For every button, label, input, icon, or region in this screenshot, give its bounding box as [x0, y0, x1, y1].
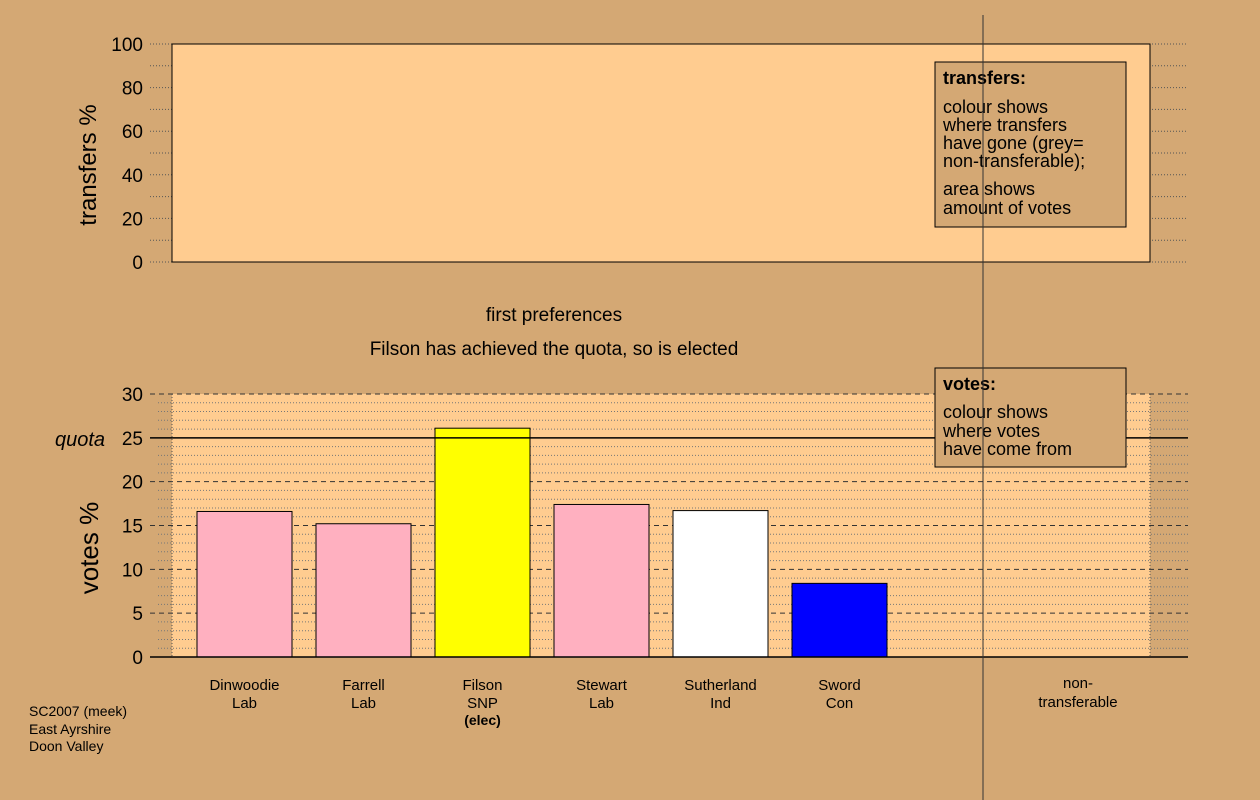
chart-title: first preferences [486, 305, 622, 326]
votes-legend-box [934, 367, 1127, 468]
votes-y-tick-label: 5 [132, 604, 143, 625]
votes-y-tick-label: 10 [122, 560, 143, 581]
votes-y-tick-label: 0 [132, 648, 143, 669]
transfers-legend-line: have gone (grey= [943, 133, 1084, 153]
candidate-name-label: Farrell [342, 677, 385, 694]
transfers-legend: transfers: colour shows where transfers … [934, 61, 1127, 228]
votes-y-tick-label: 25 [122, 429, 143, 450]
candidate-party-label: Lab [351, 695, 376, 712]
votes-legend-title: votes: [943, 374, 996, 394]
candidate-name-label: Sutherland [684, 677, 757, 694]
transfers-y-axis-label: transfers % [75, 104, 102, 225]
votes-y-axis-label: votes % [74, 502, 104, 595]
bar-stewart [553, 503, 650, 658]
transfers-y-tick-label: 40 [122, 166, 143, 187]
footer-line: Doon Valley [29, 738, 103, 754]
candidate-labels: DinwoodieLabFarrellLabFilsonSNP(elec)Ste… [209, 677, 860, 728]
candidate-party-label: Lab [589, 695, 614, 712]
candidate-party-label: Con [826, 695, 854, 712]
bar-farrell [315, 523, 412, 658]
votes-legend-line: where votes [942, 421, 1040, 441]
transfers-legend-line: colour shows [943, 97, 1048, 117]
candidate-name-label: Filson [462, 677, 502, 694]
chart-subtitle: Filson has achieved the quota, so is ele… [370, 339, 739, 360]
transfers-legend-line: amount of votes [943, 198, 1071, 218]
bar-dinwoodie [196, 510, 293, 658]
footer-line: East Ayrshire [29, 721, 111, 737]
votes-bars [150, 427, 1188, 658]
candidate-name-label: Stewart [576, 677, 628, 694]
candidate-party-label: Ind [710, 695, 731, 712]
bar-sutherland [672, 510, 769, 658]
transfers-y-tick-label: 60 [122, 122, 143, 143]
transfers-y-ticks: 0 20 40 60 80 100 [111, 35, 143, 274]
transfers-legend-box [934, 61, 1127, 228]
transfers-legend-title: transfers: [943, 68, 1026, 88]
transfers-y-tick-label: 100 [111, 35, 143, 56]
candidate-name-label: Sword [818, 677, 861, 694]
candidate-status-label: (elec) [464, 712, 501, 728]
nontransferable-label-line1: non- [1063, 675, 1093, 692]
bar-sword [791, 582, 888, 658]
bar-filson [434, 427, 531, 658]
transfers-y-tick-label: 0 [132, 253, 143, 274]
votes-y-tick-label: 30 [122, 385, 143, 406]
votes-legend-line: have come from [943, 439, 1072, 459]
candidate-party-label: Lab [232, 695, 257, 712]
votes-y-ticks: 0 5 10 15 20 25 30 [122, 385, 143, 669]
candidate-name-label: Dinwoodie [209, 677, 279, 694]
footer-line: SC2007 (meek) [29, 703, 127, 719]
votes-y-tick-label: 20 [122, 473, 143, 494]
quota-label: quota [55, 429, 105, 451]
nontransferable-label-line2: transferable [1038, 694, 1117, 711]
transfers-legend-line: area shows [943, 179, 1035, 199]
votes-y-tick-label: 15 [122, 517, 143, 538]
transfers-legend-line: where transfers [942, 115, 1067, 135]
candidate-party-label: SNP [467, 695, 498, 712]
votes-legend: votes: colour shows where votes have com… [934, 367, 1127, 468]
votes-legend-line: colour shows [943, 402, 1048, 422]
transfers-y-tick-label: 80 [122, 79, 143, 100]
transfers-legend-line: non-transferable); [943, 151, 1085, 171]
transfers-y-tick-label: 20 [122, 209, 143, 230]
